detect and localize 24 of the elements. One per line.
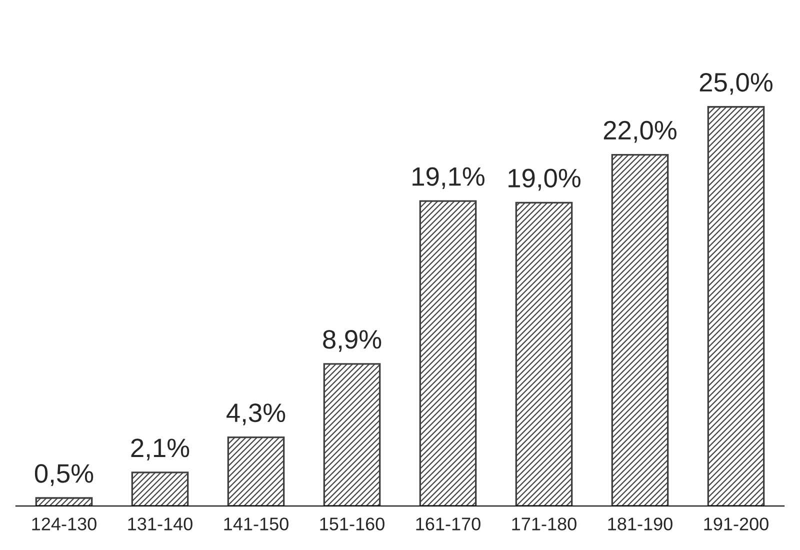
data-label: 4,3% bbox=[226, 403, 286, 426]
bar bbox=[515, 202, 573, 506]
x-tick-label: 181-190 bbox=[608, 518, 672, 530]
x-tick-label: 171-180 bbox=[512, 518, 576, 530]
x-tick-label: 141-150 bbox=[224, 518, 288, 530]
data-label: 8,9% bbox=[323, 330, 382, 352]
bar bbox=[323, 363, 381, 506]
bar bbox=[131, 472, 189, 506]
data-label: 19,1% bbox=[412, 167, 484, 189]
x-tick-label: 151-160 bbox=[320, 518, 384, 530]
bar bbox=[35, 497, 93, 506]
x-tick-label: 191-200 bbox=[704, 518, 768, 530]
bar bbox=[419, 200, 477, 506]
x-tick-label: 161-170 bbox=[416, 518, 480, 530]
bar bbox=[707, 106, 765, 506]
data-label: 0,5% bbox=[34, 464, 94, 486]
data-label: 22,0% bbox=[604, 120, 676, 143]
data-label: 19,0% bbox=[508, 168, 580, 191]
bar bbox=[227, 436, 285, 506]
x-tick-label: 124-130 bbox=[32, 518, 96, 530]
data-label: 2,1% bbox=[131, 438, 190, 460]
bar bbox=[611, 154, 669, 506]
data-label: 25,0% bbox=[700, 73, 772, 95]
x-tick-label: 131-140 bbox=[128, 518, 192, 530]
